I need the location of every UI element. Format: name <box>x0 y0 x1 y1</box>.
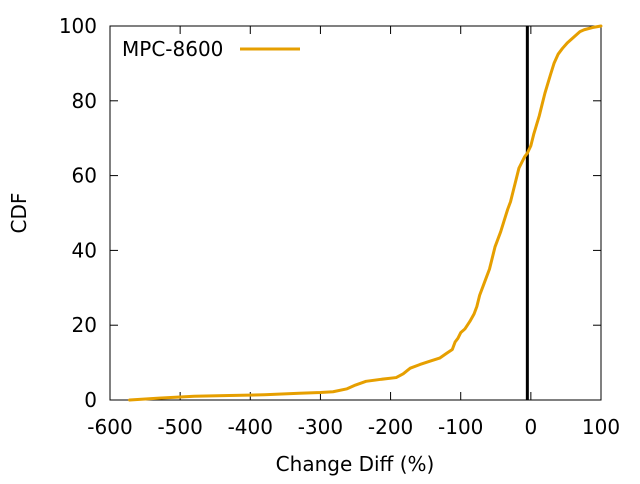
y-tick-label: 60 <box>72 164 97 188</box>
y-tick-label: 20 <box>72 313 97 337</box>
x-tick-label: -200 <box>368 415 413 439</box>
x-axis-label: Change Diff (%) <box>276 452 435 476</box>
x-tick-label: -400 <box>228 415 273 439</box>
legend-label: MPC-8600 <box>122 37 223 61</box>
plot-layer: -600 -500 -400 -300 -200 -100 0 100 0 20 40 60 80 100… <box>59 14 620 439</box>
x-tick-label: 100 <box>582 415 620 439</box>
y-axis-label: CDF <box>7 193 31 234</box>
y-tick-label: 40 <box>72 238 97 262</box>
series-line-0 <box>130 26 601 400</box>
y-tick-label: 100 <box>59 14 97 38</box>
x-tick-label: 0 <box>524 415 537 439</box>
x-tick-label: -600 <box>87 415 132 439</box>
x-tick-label: -300 <box>298 415 343 439</box>
x-tick-label: -100 <box>438 415 483 439</box>
x-tick-label: -500 <box>157 415 202 439</box>
y-tick-label: 0 <box>84 388 97 412</box>
y-tick-label: 80 <box>72 89 97 113</box>
